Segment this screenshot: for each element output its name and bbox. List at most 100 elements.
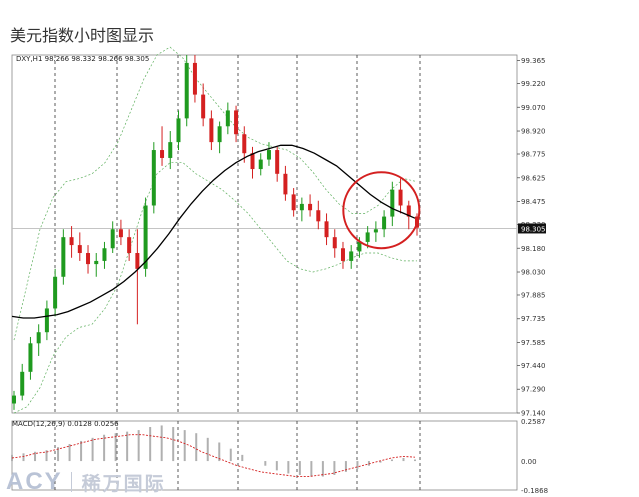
candle-body bbox=[12, 395, 16, 404]
candle bbox=[283, 165, 288, 201]
candle-body bbox=[242, 134, 247, 154]
candle bbox=[28, 336, 33, 380]
candle-body bbox=[308, 203, 313, 211]
y-tick-label: 97.440 bbox=[521, 362, 546, 370]
candle bbox=[201, 83, 206, 127]
candle-body bbox=[266, 150, 271, 160]
candle bbox=[382, 210, 387, 238]
candle bbox=[209, 110, 214, 151]
logo-divider bbox=[70, 472, 72, 492]
candle bbox=[349, 245, 354, 269]
y-tick-label: 98.475 bbox=[521, 198, 546, 206]
candle bbox=[299, 197, 304, 222]
candle bbox=[365, 226, 370, 249]
candle-body bbox=[20, 371, 25, 396]
candle bbox=[373, 221, 378, 242]
candle-body bbox=[69, 237, 74, 246]
y-tick-label: 97.885 bbox=[521, 291, 546, 299]
candle bbox=[308, 194, 313, 217]
candle bbox=[234, 105, 239, 143]
candle-body bbox=[86, 253, 91, 265]
candle bbox=[118, 219, 123, 246]
candle bbox=[192, 55, 197, 103]
candle-body bbox=[332, 237, 337, 249]
candle bbox=[168, 131, 173, 170]
macd-label: MACD(12,26,9) 0.0128 0.0256 bbox=[12, 420, 119, 428]
candle-body bbox=[44, 308, 49, 333]
y-tick-label: 97.585 bbox=[521, 339, 546, 347]
candle bbox=[258, 153, 263, 176]
candle bbox=[184, 55, 189, 127]
candle-body bbox=[127, 237, 132, 254]
price-panel-frame bbox=[11, 54, 518, 414]
candle-body bbox=[291, 194, 296, 211]
y-tick-label: 99.365 bbox=[521, 57, 546, 65]
moving-average-line bbox=[11, 144, 416, 319]
candle bbox=[94, 253, 99, 277]
macd-tick-label: 0.00 bbox=[521, 458, 537, 466]
candle-body bbox=[234, 110, 239, 135]
candle-body bbox=[94, 260, 99, 265]
logo-brand: ACY bbox=[6, 468, 63, 495]
candle bbox=[291, 188, 296, 217]
y-tick-label: 98.775 bbox=[521, 151, 546, 159]
candle-body bbox=[390, 189, 395, 217]
candle-body bbox=[357, 241, 362, 252]
candle bbox=[324, 213, 329, 246]
candle bbox=[250, 146, 255, 179]
candle-body bbox=[365, 232, 370, 242]
current-price-label: 98.305 bbox=[521, 225, 546, 233]
candle-body bbox=[53, 276, 58, 309]
candle bbox=[20, 363, 25, 401]
candle bbox=[151, 142, 156, 214]
macd-tick-label: -0.1868 bbox=[521, 487, 548, 495]
candle bbox=[127, 229, 132, 261]
y-tick-label: 98.030 bbox=[521, 269, 546, 277]
candle-body bbox=[250, 153, 255, 170]
y-tick-label: 97.140 bbox=[521, 410, 546, 418]
candle-body bbox=[102, 248, 107, 261]
candle-body bbox=[299, 203, 304, 211]
candle-body bbox=[406, 205, 411, 217]
candle-body bbox=[275, 150, 280, 174]
macd-tick-label: 0.2587 bbox=[521, 418, 546, 426]
y-tick-label: 98.180 bbox=[521, 245, 546, 253]
candle bbox=[390, 181, 395, 227]
candle bbox=[110, 221, 115, 254]
macd-signal-line bbox=[11, 434, 416, 478]
candle bbox=[242, 126, 247, 163]
candle-body bbox=[316, 210, 321, 222]
candle bbox=[44, 300, 49, 341]
upper-band-line bbox=[13, 46, 418, 341]
candle-body bbox=[61, 237, 66, 277]
candle bbox=[225, 102, 230, 135]
logo-name: 稀万国际 bbox=[81, 472, 166, 495]
candle-body bbox=[184, 62, 189, 119]
logo: ACY 稀万国际 bbox=[6, 468, 166, 496]
candle-body bbox=[283, 173, 288, 195]
candle bbox=[316, 200, 321, 230]
candle bbox=[77, 232, 82, 261]
y-tick-label: 97.290 bbox=[521, 386, 546, 394]
candle bbox=[69, 226, 74, 258]
candle-body bbox=[209, 118, 214, 143]
page-title: 美元指数小时图显示 bbox=[10, 26, 155, 45]
candle-body bbox=[118, 229, 123, 238]
candle-body bbox=[382, 216, 387, 230]
candle-body bbox=[110, 229, 115, 249]
candle-body bbox=[151, 150, 156, 206]
candle-body bbox=[77, 245, 82, 254]
candle-body bbox=[176, 118, 181, 143]
candle-body bbox=[28, 343, 33, 372]
candle bbox=[217, 121, 222, 154]
candle bbox=[86, 245, 91, 274]
y-tick-label: 99.220 bbox=[521, 80, 546, 88]
y-tick-label: 97.735 bbox=[521, 315, 546, 323]
candle bbox=[102, 241, 107, 269]
candle-body bbox=[36, 332, 41, 344]
candle bbox=[36, 324, 41, 356]
candle-body bbox=[324, 221, 329, 238]
current-price-tag bbox=[518, 223, 546, 234]
candle-body bbox=[143, 205, 148, 269]
